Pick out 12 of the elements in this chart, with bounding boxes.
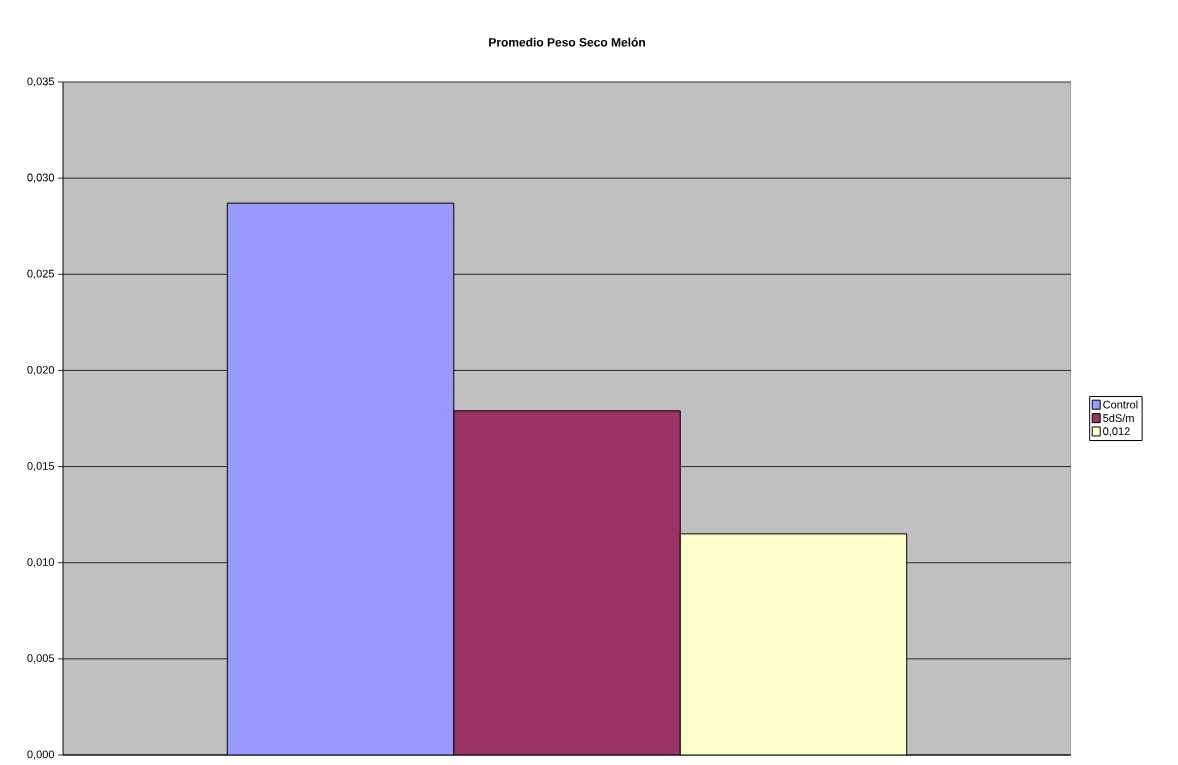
y-tick-label: 0,015 [27,462,55,472]
y-tick-label: 0,020 [27,365,55,375]
legend-label: 0,012 [1103,427,1130,437]
y-tick-label: 0,030 [27,173,55,183]
y-tick-label: 0,010 [27,558,55,568]
chart-title: Promedio Peso Seco Melón [489,37,645,47]
legend-label: 5dS/m [1103,413,1134,422]
y-tick-label: 0,005 [27,654,55,664]
legend-label: Control [1103,400,1138,409]
y-tick-label: 0,025 [27,269,55,279]
y-tick-label: 0,035 [27,77,55,87]
y-tick-label: 0,000 [27,750,55,760]
